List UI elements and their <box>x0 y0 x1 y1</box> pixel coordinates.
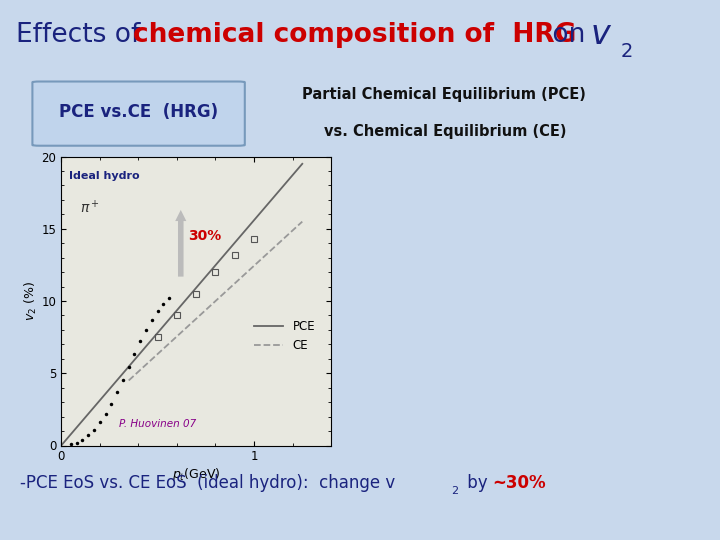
Text: PCE vs.CE  (HRG): PCE vs.CE (HRG) <box>59 103 219 121</box>
Text: 2: 2 <box>451 486 459 496</box>
Text: $\it{v}$: $\it{v}$ <box>590 18 613 51</box>
Text: 2: 2 <box>621 42 633 60</box>
Text: Effects of: Effects of <box>16 22 148 48</box>
Text: Ideal hydro: Ideal hydro <box>69 171 140 181</box>
Text: P. Huovinen 07: P. Huovinen 07 <box>119 419 197 429</box>
Text: $\pi^+$: $\pi^+$ <box>81 199 100 216</box>
Text: -PCE EoS vs. CE EoS  (ideal hydro):  change v: -PCE EoS vs. CE EoS (ideal hydro): chang… <box>20 474 395 492</box>
Text: ~30%: ~30% <box>492 474 546 492</box>
Legend: PCE, CE: PCE, CE <box>249 315 320 356</box>
Text: chemical composition of  HRG: chemical composition of HRG <box>133 22 577 48</box>
FancyBboxPatch shape <box>32 82 245 146</box>
Y-axis label: $v_2$ (%): $v_2$ (%) <box>22 281 39 321</box>
Text: by: by <box>462 474 493 492</box>
Text: on: on <box>544 22 593 48</box>
X-axis label: $p_t$(GeV): $p_t$(GeV) <box>172 466 220 483</box>
Text: 30%: 30% <box>189 229 222 243</box>
Text: Partial Chemical Equilibrium (PCE): Partial Chemical Equilibrium (PCE) <box>302 87 586 102</box>
Text: vs. Chemical Equilibrium (CE): vs. Chemical Equilibrium (CE) <box>324 124 567 139</box>
